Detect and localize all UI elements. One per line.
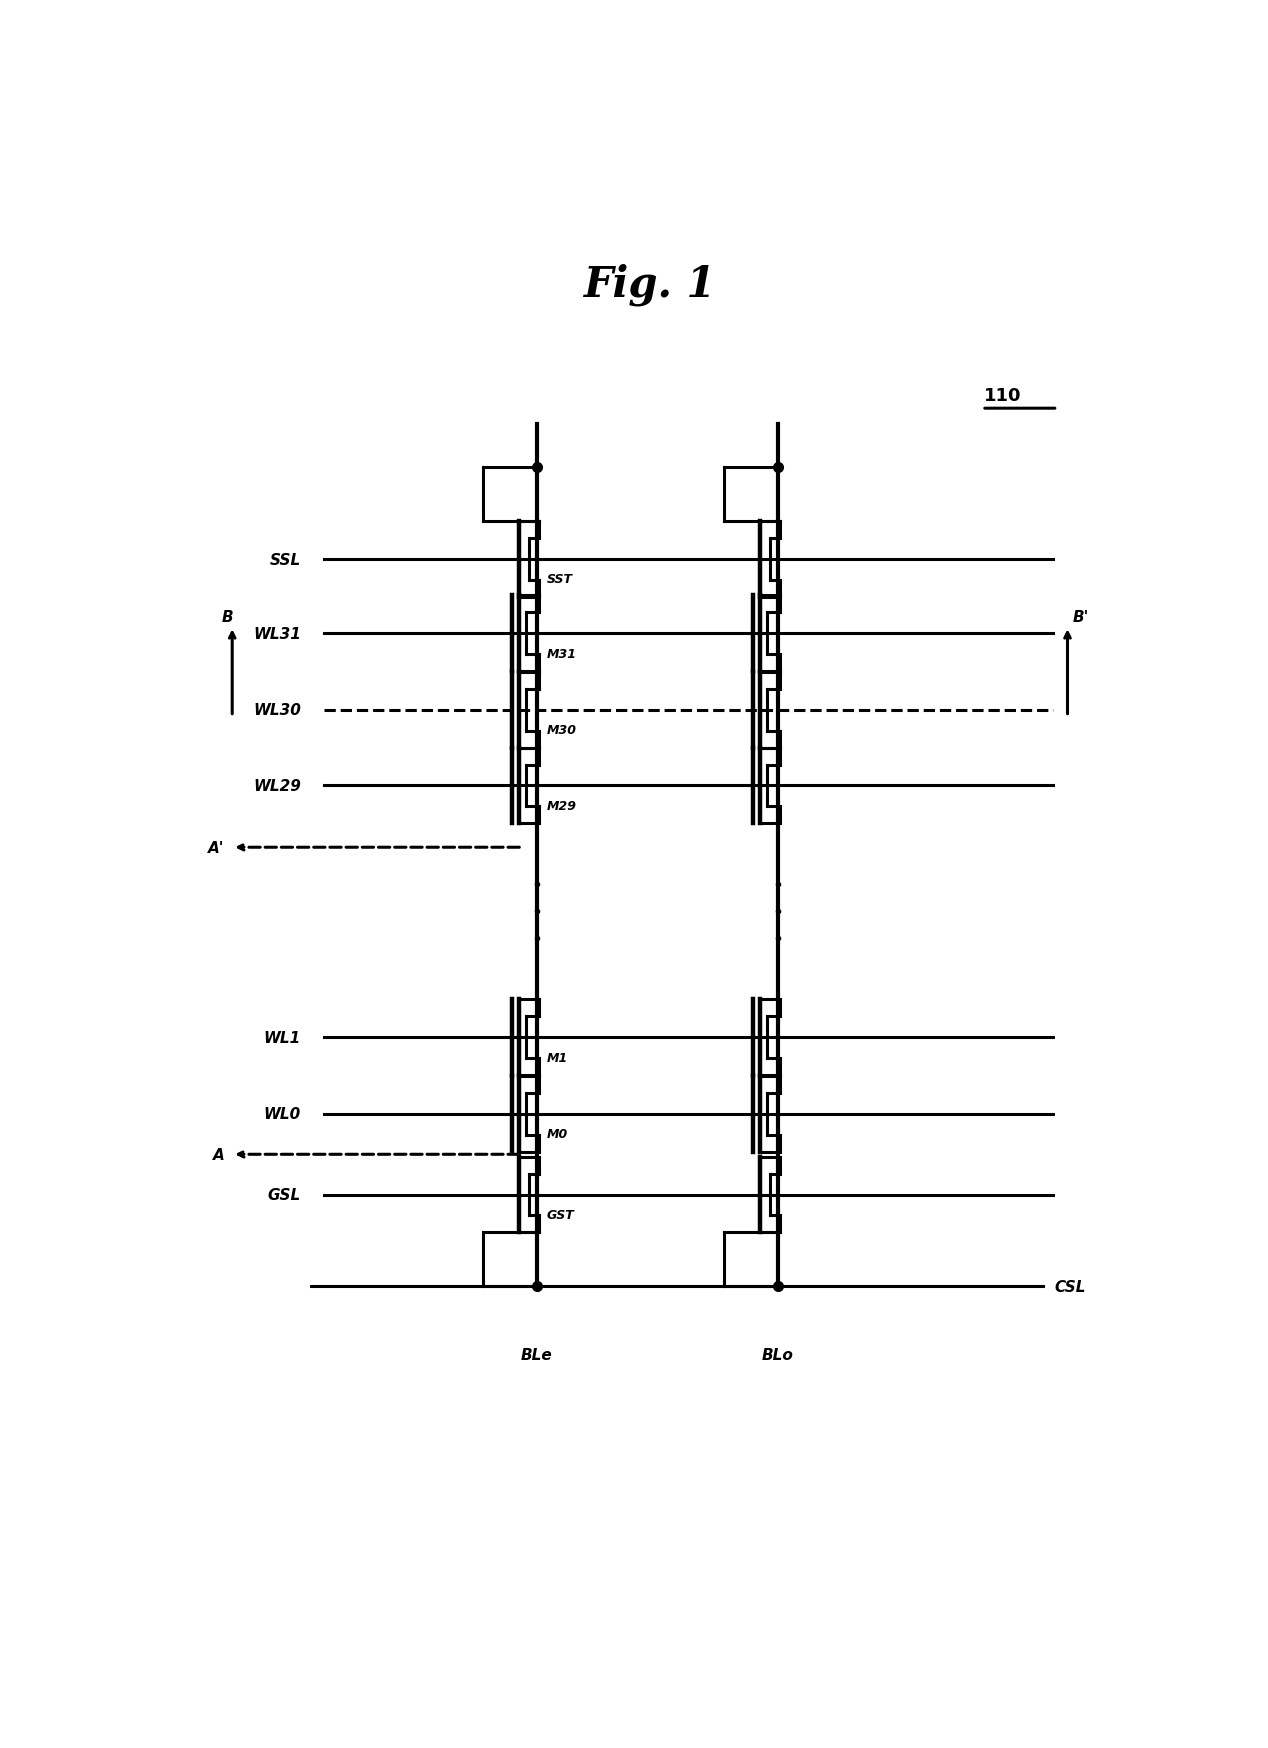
Text: Fig. 1: Fig. 1 (583, 264, 716, 306)
Text: M29: M29 (547, 799, 577, 813)
Text: GST: GST (547, 1208, 574, 1222)
Text: WL29: WL29 (254, 778, 301, 794)
Text: 110: 110 (984, 386, 1022, 406)
Text: WL31: WL31 (254, 626, 301, 642)
Text: WL0: WL0 (264, 1106, 301, 1122)
Text: WL30: WL30 (254, 703, 301, 718)
Text: M1: M1 (547, 1051, 568, 1065)
Text: B': B' (1073, 610, 1089, 624)
Text: A': A' (208, 841, 224, 855)
Text: BLe: BLe (521, 1348, 553, 1362)
Text: A: A (213, 1147, 224, 1162)
Text: BLo: BLo (762, 1348, 794, 1362)
Text: CSL: CSL (1055, 1280, 1087, 1294)
Text: SST: SST (547, 573, 573, 586)
Text: M30: M30 (547, 724, 577, 738)
Text: WL1: WL1 (264, 1030, 301, 1045)
Text: GSL: GSL (268, 1187, 301, 1203)
Text: M31: M31 (547, 647, 577, 661)
Text: B: B (222, 610, 233, 624)
Text: SSL: SSL (270, 552, 301, 566)
Text: M0: M0 (547, 1127, 568, 1141)
